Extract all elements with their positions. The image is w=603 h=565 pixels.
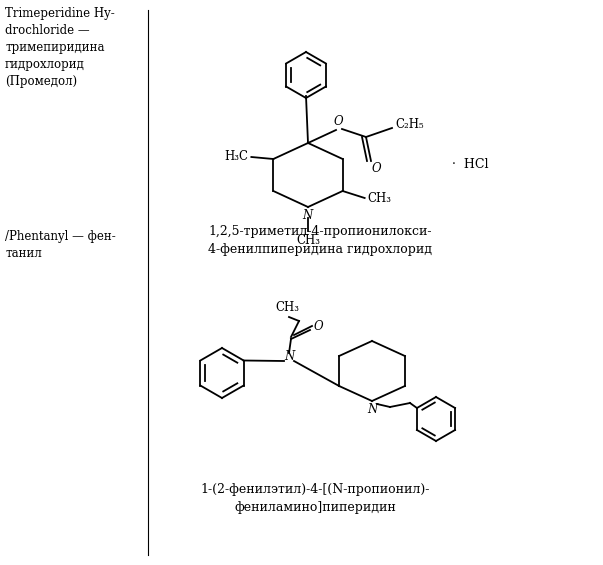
Text: 1-(2-фенилэтил)-4-[(N-пропионил)-
фениламино]пиперидин: 1-(2-фенилэтил)-4-[(N-пропионил)- фенила… <box>200 483 430 514</box>
Text: O: O <box>314 319 324 332</box>
Text: H₃C: H₃C <box>224 150 248 163</box>
Text: N: N <box>284 350 294 363</box>
Text: N: N <box>367 403 377 416</box>
Text: C₂H₅: C₂H₅ <box>395 119 424 132</box>
Text: ·  HCl: · HCl <box>452 159 488 172</box>
Text: /Phentanyl — фен-
танил: /Phentanyl — фен- танил <box>5 230 116 260</box>
Text: N: N <box>302 209 312 222</box>
Text: O: O <box>372 162 382 175</box>
Text: O: O <box>333 115 343 128</box>
Text: Trimeperidine Hy-
drochloride —
тримепиридина
гидрохлорид
(Промедол): Trimeperidine Hy- drochloride — тримепир… <box>5 7 115 88</box>
Text: 1,2,5-триметил-4-пропионилокси-
4-фенилпиперидина гидрохлорид: 1,2,5-триметил-4-пропионилокси- 4-фенилп… <box>208 225 432 256</box>
Text: CH₃: CH₃ <box>368 193 391 206</box>
Text: CH₃: CH₃ <box>296 234 320 247</box>
Text: CH₃: CH₃ <box>275 301 299 314</box>
